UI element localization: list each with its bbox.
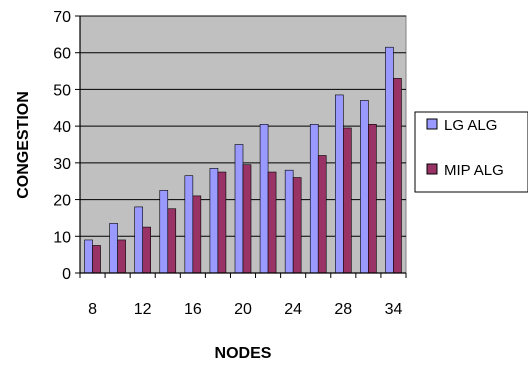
bar-mip-alg [318,156,326,273]
bar-lg-alg [210,168,218,273]
bar-lg-alg [360,100,368,273]
bar-mip-alg [93,245,101,273]
x-tick-label: 8 [88,301,97,318]
bar-mip-alg [193,196,201,273]
bar-mip-alg [268,172,276,273]
bar-mip-alg [118,240,126,273]
bar-mip-alg [168,209,176,273]
bar-mip-alg [293,178,301,273]
bar-mip-alg [368,124,376,273]
y-axis-title: CONGESTION [15,91,32,199]
bar-lg-alg [160,190,168,273]
bar-lg-alg [135,207,143,273]
y-tick-label: 0 [62,266,71,283]
legend-swatch-lg-alg [427,119,437,129]
y-tick-label: 40 [53,119,71,136]
y-tick-label: 70 [53,9,71,26]
x-tick-label: 34 [385,301,403,318]
bar-lg-alg [385,47,393,273]
x-tick-label: 12 [134,301,152,318]
bar-lg-alg [260,124,268,273]
x-tick-label: 24 [284,301,302,318]
x-tick-label: 16 [184,301,202,318]
bar-lg-alg [285,170,293,273]
legend: LG ALG MIP ALG [415,112,528,192]
bar-lg-alg [335,95,343,273]
legend-label-lg-alg: LG ALG [444,117,497,134]
y-tick-labels: 0 10 20 30 40 50 60 70 [53,9,71,283]
bar-mip-alg [218,172,226,273]
y-tick-label: 30 [53,156,71,173]
bar-lg-alg [185,176,193,273]
y-tick-label: 50 [53,82,71,99]
y-tick-label: 20 [53,193,71,210]
x-tick-label: 20 [234,301,252,318]
bar-mip-alg [343,128,351,273]
x-axis-title: NODES [215,345,272,362]
bar-mip-alg [393,78,401,273]
y-tick-label: 10 [53,229,71,246]
bar-mip-alg [243,165,251,273]
bar-mip-alg [143,227,151,273]
y-tick-label: 60 [53,46,71,63]
legend-label-mip-alg: MIP ALG [444,162,504,179]
legend-swatch-mip-alg [427,164,437,174]
bar-lg-alg [110,223,118,273]
bar-lg-alg [310,124,318,273]
bar-lg-alg [235,145,243,274]
x-tick-label: 28 [334,301,352,318]
x-tick-labels: 8 12 16 20 24 28 34 [88,301,402,318]
bar-lg-alg [85,240,93,273]
